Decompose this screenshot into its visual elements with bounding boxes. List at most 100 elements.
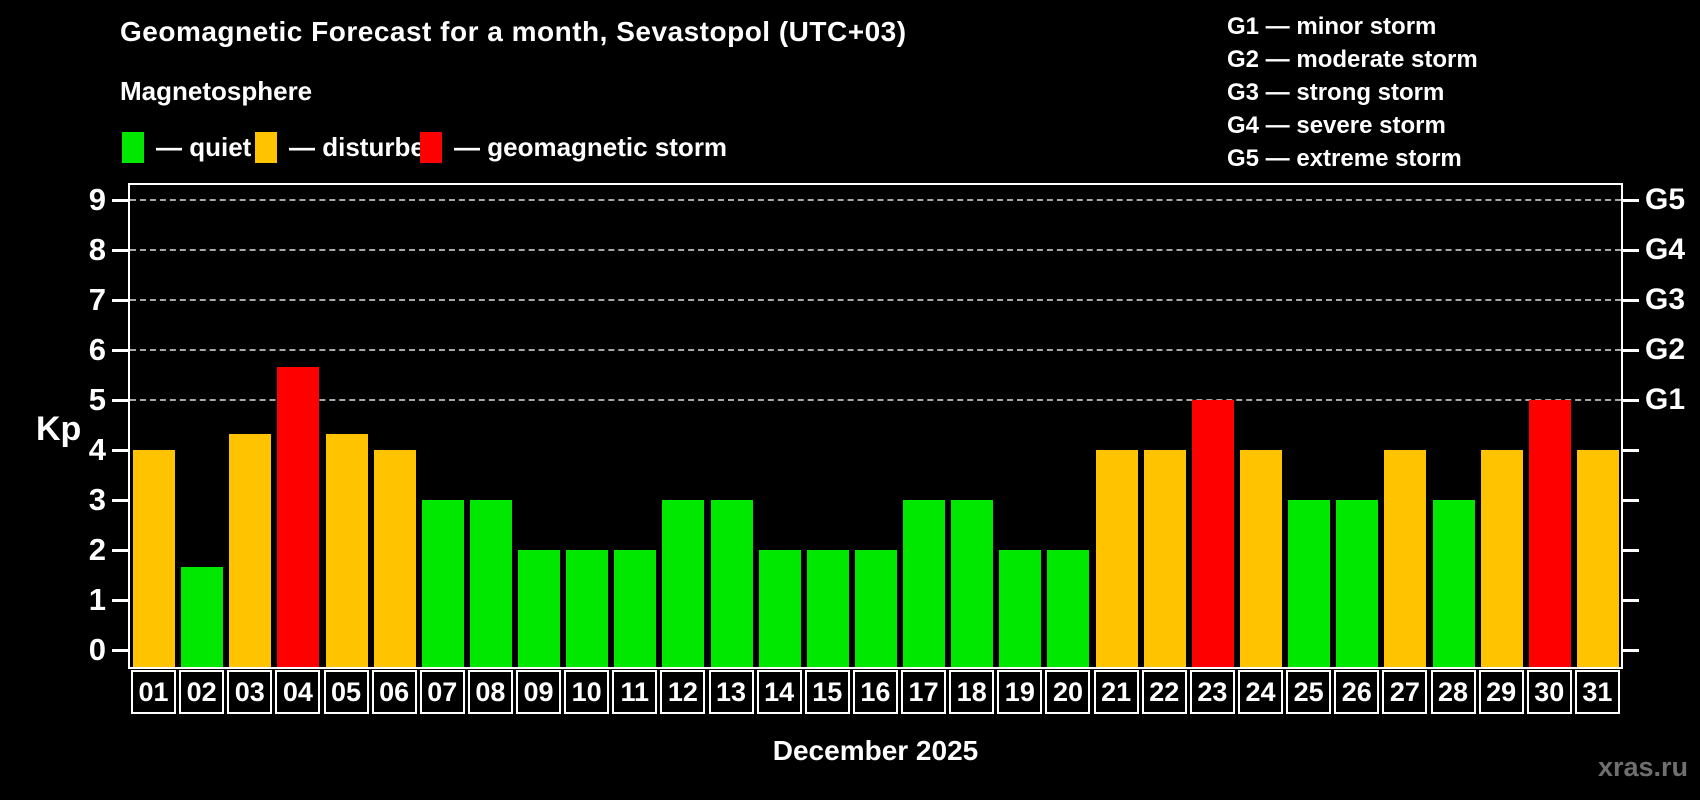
kp-bar-day-28	[1432, 500, 1475, 667]
kp-bar-day-20	[1047, 550, 1090, 667]
quiet-color-swatch	[122, 131, 144, 163]
kp-bar-day-06	[373, 450, 416, 667]
kp-bar-day-15	[806, 550, 849, 667]
y-tick-right-3	[1623, 499, 1639, 502]
kp-bar-day-22	[1143, 450, 1186, 667]
kp-bar-day-13	[710, 500, 753, 667]
g-axis-label-g2: G2	[1645, 333, 1686, 366]
kp-bar-day-19	[999, 550, 1042, 667]
day-label-19: 19	[997, 670, 1043, 714]
kp-bar-day-26	[1336, 500, 1379, 667]
kp-bar-day-04	[277, 366, 320, 667]
day-label-22: 22	[1141, 670, 1187, 714]
day-label-06: 06	[371, 670, 417, 714]
kp-bar-day-05	[325, 433, 368, 667]
g-legend-line-1: G1 — minor storm	[1227, 13, 1437, 40]
y-tick-label-8: 8	[88, 232, 106, 267]
day-label-10: 10	[564, 670, 610, 714]
g-axis-label-g3: G3	[1645, 283, 1686, 316]
y-tick-label-6: 6	[88, 332, 106, 367]
day-label-12: 12	[660, 670, 706, 714]
kp-bar-day-27	[1384, 450, 1427, 667]
y-tick-left-9	[112, 199, 128, 202]
kp-bar-day-10	[566, 550, 609, 667]
y-tick-right-2	[1623, 549, 1639, 552]
legend-item-disturbed: — disturbed	[255, 131, 441, 163]
kp-bar-day-03	[229, 433, 272, 667]
gridline-kp5	[130, 399, 1621, 401]
day-label-14: 14	[756, 670, 802, 714]
quiet-legend-label: — quiet	[156, 131, 252, 162]
g-legend-line-2: G2 — moderate storm	[1227, 46, 1478, 73]
y-tick-right-5	[1623, 399, 1639, 402]
kp-bar-day-01	[133, 450, 175, 667]
y-tick-left-4	[112, 449, 128, 452]
day-label-29: 29	[1478, 670, 1524, 714]
day-label-18: 18	[949, 670, 995, 714]
y-axis-label: Kp	[36, 410, 82, 448]
day-label-24: 24	[1237, 670, 1283, 714]
g-legend-line-5: G5 — extreme storm	[1227, 145, 1462, 172]
day-label-31: 31	[1574, 670, 1620, 714]
y-tick-left-2	[112, 549, 128, 552]
day-label-27: 27	[1382, 670, 1428, 714]
y-tick-left-7	[112, 299, 128, 302]
day-label-02: 02	[179, 670, 225, 714]
day-label-03: 03	[227, 670, 273, 714]
day-label-23: 23	[1189, 670, 1235, 714]
day-label-21: 21	[1093, 670, 1139, 714]
gridline-kp7	[130, 299, 1621, 301]
y-tick-label-2: 2	[88, 532, 106, 567]
day-label-30: 30	[1526, 670, 1572, 714]
day-label-04: 04	[275, 670, 321, 714]
kp-bar-day-25	[1288, 500, 1331, 667]
kp-bar-day-08	[469, 500, 512, 667]
day-label-07: 07	[419, 670, 465, 714]
day-label-08: 08	[467, 670, 513, 714]
y-tick-left-6	[112, 349, 128, 352]
y-tick-left-0	[112, 649, 128, 652]
day-label-01: 01	[131, 670, 176, 714]
plot-area	[128, 183, 1623, 669]
legend-item-storm: — geomagnetic storm	[420, 131, 727, 163]
kp-bar-day-24	[1239, 450, 1282, 667]
kp-bar-day-09	[518, 550, 561, 667]
gridline-kp6	[130, 349, 1621, 351]
day-label-28: 28	[1430, 670, 1476, 714]
kp-bar-day-16	[854, 550, 897, 667]
disturbed-legend-label: — disturbed	[289, 131, 441, 162]
kp-bar-day-12	[662, 500, 705, 667]
y-tick-label-7: 7	[88, 282, 106, 317]
storm-legend-label: — geomagnetic storm	[454, 131, 728, 162]
day-label-25: 25	[1286, 670, 1332, 714]
y-tick-label-4: 4	[88, 432, 106, 467]
kp-bar-day-18	[951, 500, 994, 667]
g-axis-label-g5: G5	[1645, 183, 1686, 216]
y-tick-left-8	[112, 249, 128, 252]
day-label-26: 26	[1334, 670, 1380, 714]
day-label-20: 20	[1045, 670, 1091, 714]
g-legend-line-4: G4 — severe storm	[1227, 112, 1446, 139]
y-tick-right-8	[1623, 249, 1639, 252]
y-tick-right-1	[1623, 599, 1639, 602]
day-label-11: 11	[612, 670, 658, 714]
kp-bar-day-29	[1480, 450, 1523, 667]
y-tick-right-4	[1623, 449, 1639, 452]
g-legend-line-3: G3 — strong storm	[1227, 79, 1445, 106]
y-tick-right-7	[1623, 299, 1639, 302]
y-tick-left-5	[112, 399, 128, 402]
y-tick-label-3: 3	[88, 482, 106, 517]
kp-bar-day-17	[903, 500, 946, 667]
kp-bar-day-30	[1528, 400, 1571, 667]
y-tick-right-0	[1623, 649, 1639, 652]
y-tick-label-5: 5	[88, 382, 106, 417]
day-label-09: 09	[516, 670, 562, 714]
y-tick-label-9: 9	[88, 182, 106, 217]
storm-color-swatch	[420, 131, 442, 163]
kp-bar-day-14	[758, 550, 801, 667]
day-label-05: 05	[323, 670, 369, 714]
watermark: xras.ru	[1597, 752, 1688, 782]
y-tick-right-6	[1623, 349, 1639, 352]
x-axis-title: December 2025	[772, 735, 979, 766]
